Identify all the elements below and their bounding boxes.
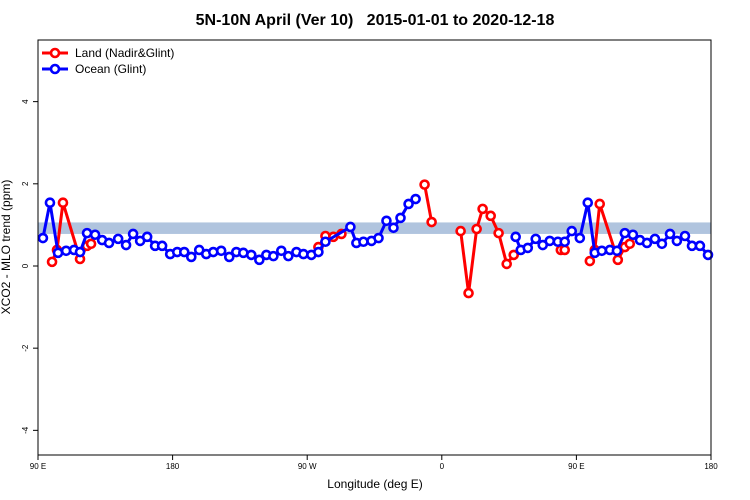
x-tick-label: 90 E (30, 462, 46, 471)
y-axis-label: XCO2 - MLO trend (ppm) (0, 180, 13, 315)
chart-title: 5N-10N April (Ver 10) 2015-01-01 to 2020… (196, 12, 555, 29)
data-point (89, 229, 101, 241)
data-point (619, 227, 631, 239)
data-point (522, 242, 534, 254)
x-tick-label: 180 (166, 462, 180, 471)
data-point (85, 238, 97, 250)
data-point (46, 256, 58, 268)
data-point (455, 225, 466, 237)
y-tick-label: 2 (21, 181, 30, 186)
x-tick-label: 90 W (298, 462, 317, 471)
data-point (185, 251, 197, 263)
data-point (57, 197, 69, 209)
data-point (358, 236, 369, 248)
data-point (485, 210, 497, 222)
data-point (345, 221, 356, 233)
data-point (612, 254, 624, 266)
data-point (664, 228, 676, 240)
data-point (103, 237, 115, 249)
data-point (702, 249, 714, 261)
legend-marker (49, 47, 61, 59)
y-tick-label: 0 (21, 263, 30, 268)
data-point (410, 193, 421, 205)
data-point (223, 251, 235, 263)
data-point (566, 225, 578, 237)
data-point (679, 230, 691, 242)
data-point (530, 233, 542, 245)
data-point (141, 231, 153, 243)
data-point (463, 287, 474, 299)
y-tick-label: -2 (21, 344, 30, 352)
y-tick-label: -4 (21, 426, 30, 434)
data-point (627, 229, 639, 241)
data-point (582, 197, 594, 209)
data-point (419, 179, 430, 190)
data-point (245, 249, 257, 261)
data-point (596, 245, 608, 257)
data-point (403, 198, 414, 210)
legend-label: Ocean (Glint) (75, 62, 146, 76)
data-point (276, 245, 287, 257)
data-point (395, 212, 406, 224)
data-point (156, 240, 168, 252)
data-point (320, 236, 331, 248)
data-point (544, 235, 556, 247)
data-point (120, 239, 132, 251)
x-tick-label: 0 (440, 462, 445, 471)
legend-label: Land (Nadir&Glint) (75, 46, 174, 60)
data-point (649, 233, 661, 245)
data-point (501, 258, 513, 270)
data-point (112, 233, 124, 245)
data-point (624, 238, 636, 250)
data-point (178, 246, 190, 258)
data-point (37, 232, 49, 244)
legend-marker (49, 63, 61, 75)
data-point (508, 249, 520, 261)
data-point (584, 255, 596, 267)
data-point (254, 254, 265, 266)
data-point (313, 246, 324, 258)
reference-band (38, 222, 711, 234)
data-point (477, 203, 488, 215)
data-point (574, 232, 586, 244)
data-point (641, 237, 653, 249)
data-point (426, 216, 437, 228)
data-point (127, 228, 139, 240)
data-point (611, 245, 623, 257)
data-point (268, 250, 279, 262)
data-point (74, 246, 86, 258)
data-point (594, 198, 606, 210)
data-point (493, 227, 504, 239)
data-point (381, 215, 392, 227)
data-point (81, 227, 93, 239)
x-tick-label: 180 (704, 462, 718, 471)
y-tick-label: 4 (21, 99, 30, 104)
data-point (656, 238, 668, 250)
x-tick-label: 90 E (568, 462, 584, 471)
data-point (510, 231, 521, 243)
data-point (471, 223, 482, 235)
data-point (694, 240, 706, 252)
data-point (215, 245, 227, 257)
data-point (388, 222, 399, 234)
data-point (559, 236, 571, 248)
data-point (671, 235, 683, 247)
data-point (373, 232, 384, 244)
data-point (559, 244, 571, 256)
data-point (283, 250, 294, 262)
data-point (44, 197, 56, 209)
x-axis-label: Longitude (deg E) (327, 477, 422, 491)
plot-frame (37, 39, 712, 456)
data-point (52, 247, 64, 259)
